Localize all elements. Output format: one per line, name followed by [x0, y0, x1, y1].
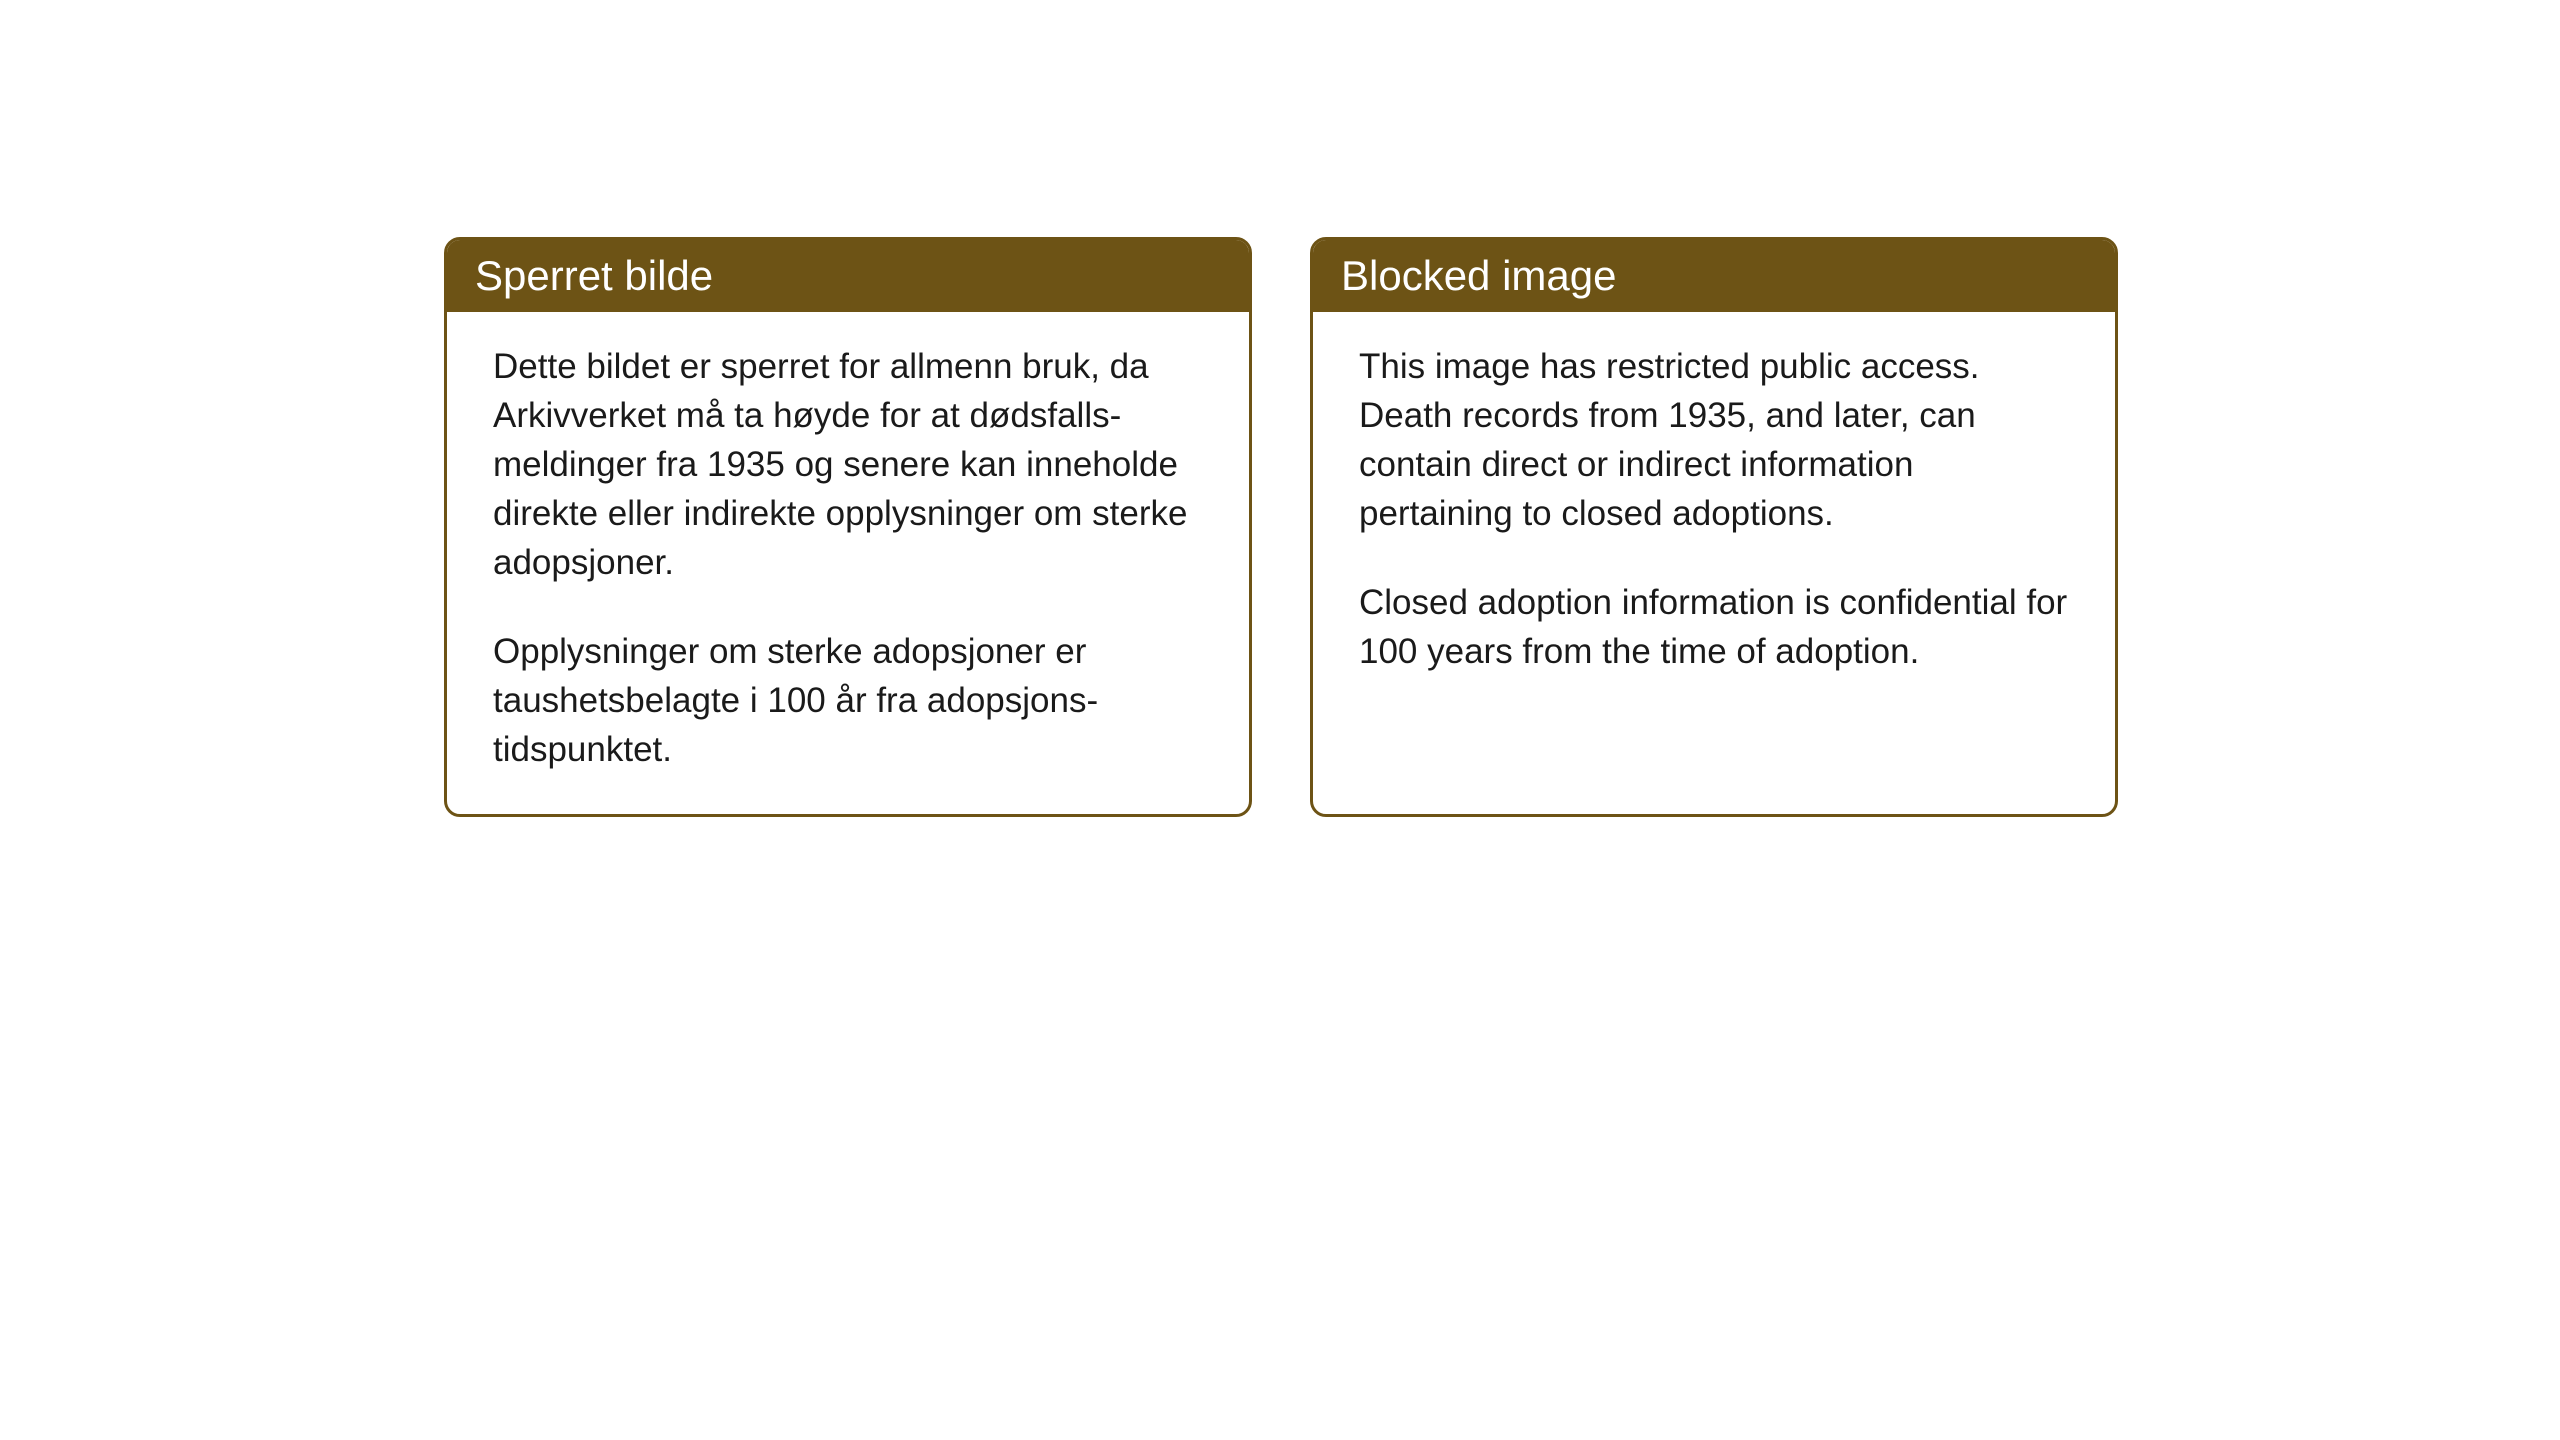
norwegian-card-body: Dette bildet er sperret for allmenn bruk… [447, 312, 1249, 814]
norwegian-paragraph-1: Dette bildet er sperret for allmenn bruk… [493, 342, 1203, 587]
english-card-body: This image has restricted public access.… [1313, 312, 2115, 716]
notice-container: Sperret bilde Dette bildet er sperret fo… [444, 237, 2118, 817]
norwegian-notice-card: Sperret bilde Dette bildet er sperret fo… [444, 237, 1252, 817]
norwegian-paragraph-2: Opplysninger om sterke adopsjoner er tau… [493, 627, 1203, 774]
english-notice-card: Blocked image This image has restricted … [1310, 237, 2118, 817]
norwegian-card-title: Sperret bilde [447, 240, 1249, 312]
english-paragraph-2: Closed adoption information is confident… [1359, 578, 2069, 676]
english-card-title: Blocked image [1313, 240, 2115, 312]
english-paragraph-1: This image has restricted public access.… [1359, 342, 2069, 538]
